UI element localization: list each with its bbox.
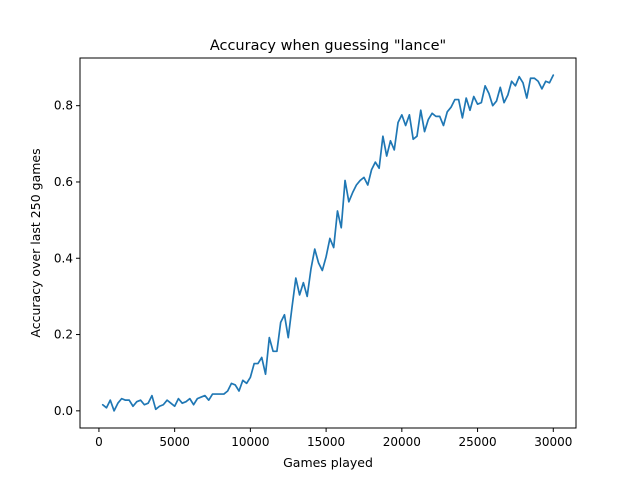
x-tick-label: 10000 bbox=[231, 435, 269, 449]
x-axis: 0 5000 10000 15000 20000 25000 30000 bbox=[95, 428, 572, 449]
x-tick-label: 5000 bbox=[159, 435, 190, 449]
x-tick-label: 30000 bbox=[534, 435, 572, 449]
y-tick-label: 0.4 bbox=[54, 251, 73, 265]
x-tick-label: 20000 bbox=[383, 435, 421, 449]
x-axis-label: Games played bbox=[283, 455, 373, 470]
x-tick-label: 25000 bbox=[458, 435, 496, 449]
y-tick-label: 0.6 bbox=[54, 175, 73, 189]
y-tick-label: 0.0 bbox=[54, 404, 73, 418]
y-tick-label: 0.2 bbox=[54, 328, 73, 342]
axes-frame bbox=[79, 57, 577, 429]
x-tick-label: 0 bbox=[95, 435, 103, 449]
plot-area bbox=[101, 74, 555, 412]
y-tick-label: 0.8 bbox=[54, 99, 73, 113]
y-axis-label: Accuracy over last 250 games bbox=[28, 148, 43, 337]
y-axis: 0.0 0.2 0.4 0.6 0.8 bbox=[54, 99, 80, 418]
series-line-0 bbox=[101, 74, 555, 412]
chart-title: Accuracy when guessing "lance" bbox=[210, 38, 446, 54]
x-tick-label: 15000 bbox=[307, 435, 345, 449]
